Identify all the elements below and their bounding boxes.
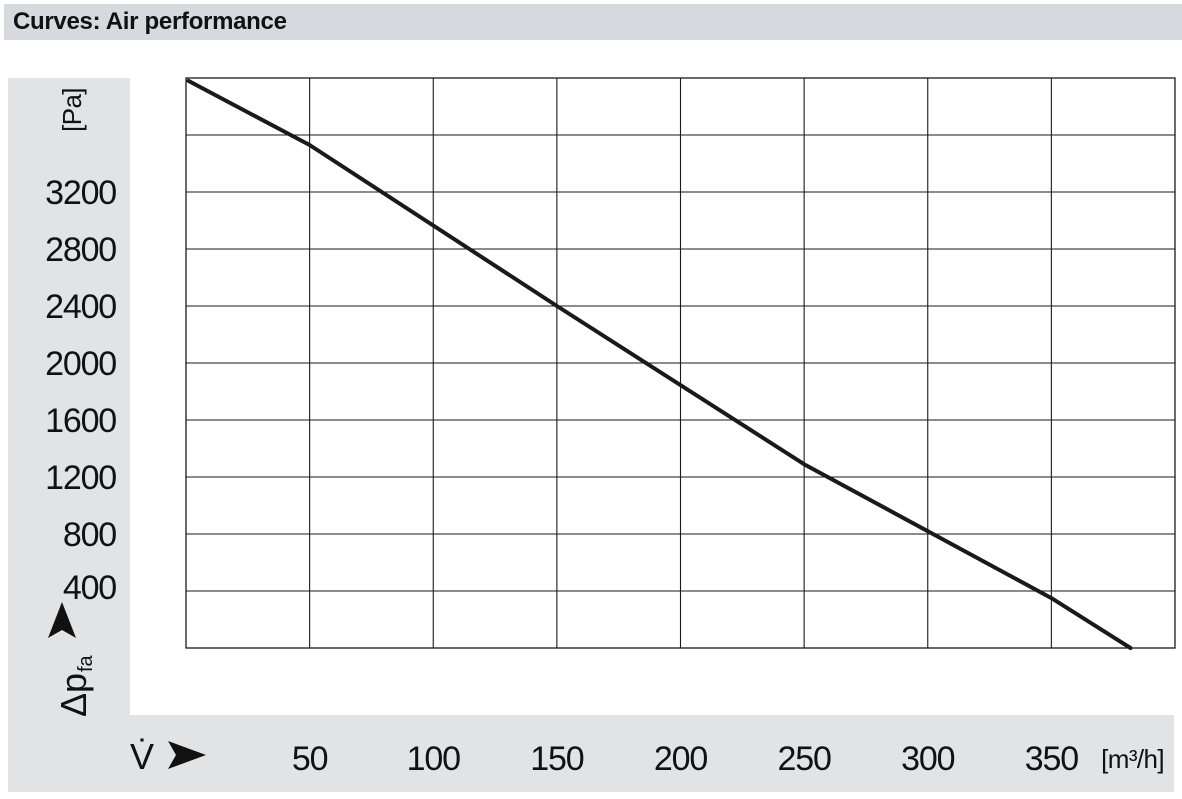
- y-tick-label: 3200: [45, 174, 116, 212]
- chart-series: [186, 78, 1133, 650]
- x-axis-panel: [130, 715, 1174, 792]
- y-axis-panel: [8, 78, 130, 792]
- chart-title-bar: Curves: Air performance: [4, 4, 1182, 40]
- y-tick-label: 1200: [45, 459, 116, 497]
- x-tick-label: 350: [1025, 740, 1078, 778]
- x-tick-label: 300: [901, 740, 954, 778]
- x-axis-arrow-icon: [168, 741, 206, 769]
- y-tick-label: 2800: [45, 231, 116, 269]
- chart-title: Curves: Air performance: [13, 8, 287, 35]
- y-axis-label: Δp fa: [53, 654, 97, 717]
- x-unit-label: [m³/h]: [1101, 744, 1164, 774]
- x-axis-symbol: V̇: [130, 736, 154, 777]
- y-tick-label: 1600: [45, 402, 116, 440]
- x-tick-label: 100: [407, 740, 460, 778]
- x-tick-label: 200: [654, 740, 707, 778]
- y-tick-label: 2000: [45, 345, 116, 383]
- y-unit-label: [Pa]: [57, 88, 87, 132]
- y-axis-subscript: fa: [75, 654, 97, 672]
- x-tick-labels: 50 100 150 200 250 300 350: [292, 740, 1080, 778]
- y-tick-label: 2400: [45, 288, 116, 326]
- x-tick-label: 50: [292, 740, 328, 778]
- y-tick-label: 800: [63, 516, 116, 554]
- chart-grid: [185, 77, 1176, 649]
- y-tick-label: 400: [63, 569, 116, 607]
- y-axis-symbol: Δp: [53, 673, 94, 717]
- series-line: [186, 78, 1133, 650]
- x-tick-label: 150: [530, 740, 583, 778]
- x-tick-label: 250: [778, 740, 831, 778]
- y-axis-arrow-icon: [48, 602, 76, 638]
- y-tick-labels: 400 800 1200 1600 2000 2400 2800 3200: [45, 174, 117, 607]
